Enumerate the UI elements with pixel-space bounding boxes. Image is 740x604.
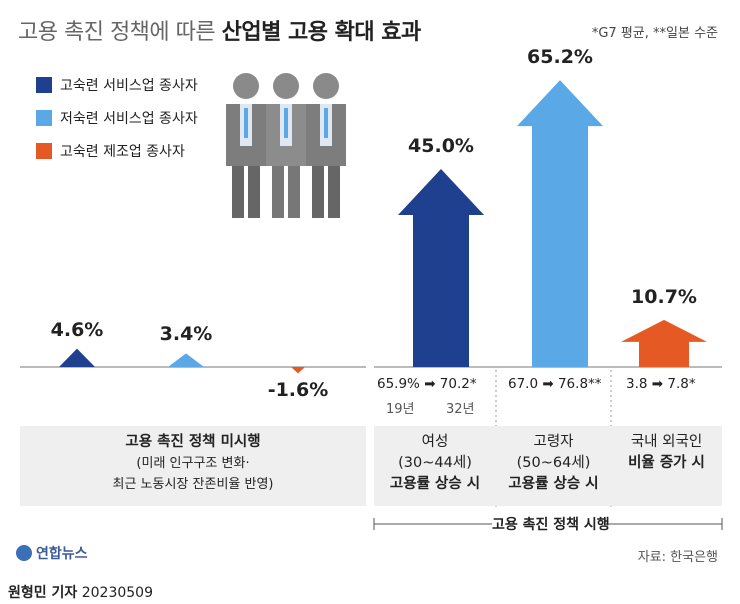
panel-women: 여성 (30~44세) 고용률 상승 시 — [374, 432, 496, 495]
logo-text: 연합뉴스 — [36, 546, 88, 562]
triangle-mark-0 — [59, 348, 95, 367]
panel-foreign-line1: 국내 외국인 — [630, 434, 703, 450]
title-light: 고용 촉진 정책에 따른 — [18, 20, 222, 45]
byline-name: 원형민 기자 — [8, 585, 78, 601]
panel-women-line2: (30~44세) — [398, 455, 472, 471]
title-bold: 산업별 고용 확대 효과 — [221, 20, 422, 45]
data-label-policy-women: 45.0% — [408, 135, 474, 157]
elderly-to: 76.8** — [557, 376, 602, 392]
workers-illustration-icon — [226, 73, 346, 218]
arrow-icon: ➡ — [542, 376, 554, 392]
foreign-from: 3.8 — [626, 376, 648, 392]
panel-no-policy-title: 고용 촉진 정책 미시행 — [125, 434, 261, 450]
legend-item-high-skill-manufacturing: 고숙련 제조업 종사자 — [36, 141, 185, 161]
panel-no-policy: 고용 촉진 정책 미시행 (미래 인구구조 변화· 최근 노동시장 잔존비율 반… — [20, 426, 366, 506]
byline: 원형민 기자 20230509 — [8, 582, 153, 602]
footnote: *G7 평균, **일본 수준 — [591, 26, 718, 41]
data-label-policy-elderly: 65.2% — [527, 46, 593, 69]
legend-item-high-skill-service: 고숙련 서비스업 종사자 — [36, 75, 198, 95]
arrow-mark-1 — [517, 80, 603, 368]
women-to: 70.2* — [439, 376, 477, 392]
data-label-no-policy-high-service: 4.6% — [50, 318, 104, 341]
legend-swatch — [36, 143, 52, 159]
panel-foreign-line2: 비율 증가 시 — [628, 455, 705, 471]
policy-bracket — [373, 518, 723, 530]
foreign-ratio-change: 3.8 ➡ 7.8* — [626, 376, 696, 392]
triangle-mark-2 — [291, 367, 305, 374]
legend-label: 고숙련 서비스업 종사자 — [60, 78, 198, 94]
panel-elderly-line3: 고용률 상승 시 — [508, 476, 599, 492]
legend-swatch — [36, 110, 52, 126]
panel-no-policy-line3: 최근 노동시장 잔존비율 반영) — [112, 477, 274, 492]
panel-no-policy-text: 고용 촉진 정책 미시행 (미래 인구구조 변화· 최근 노동시장 잔존비율 반… — [20, 432, 366, 495]
panel-no-policy-line2: (미래 인구구조 변화· — [136, 456, 250, 471]
legend-label: 저숙련 서비스업 종사자 — [60, 111, 198, 127]
arrow-icon: ➡ — [424, 376, 436, 392]
arrow-mark-2 — [621, 319, 707, 367]
panel-foreign: 국내 외국인 비율 증가 시 — [611, 432, 722, 474]
triangle-mark-1 — [168, 353, 204, 367]
women-year-to: 32년 — [446, 402, 475, 417]
data-label-policy-foreign: 10.7% — [631, 285, 697, 308]
arrow-mark-0 — [398, 169, 484, 367]
foreign-to: 7.8* — [667, 376, 696, 392]
legend-label: 고숙련 제조업 종사자 — [60, 144, 185, 160]
women-employment-change: 65.9% ➡ 70.2* — [377, 376, 477, 392]
legend-swatch — [36, 77, 52, 93]
arrow-icon: ➡ — [651, 376, 664, 392]
chart-title: 고용 촉진 정책에 따른 산업별 고용 확대 효과 — [18, 14, 421, 46]
panel-elderly-line1: 고령자 — [533, 434, 574, 450]
panel-elderly: 고령자 (50~64세) 고용률 상승 시 — [496, 432, 611, 495]
data-label-no-policy-low-service: 3.4% — [159, 323, 213, 346]
elderly-from: 67.0 — [508, 376, 539, 392]
panel-women-line1: 여성 — [421, 434, 449, 450]
panel-policy: 여성 (30~44세) 고용률 상승 시 고령자 (50~64세) 고용률 상승… — [374, 426, 722, 506]
women-year-from: 19년 — [386, 402, 415, 417]
data-label-no-policy-manufacturing: -1.6% — [267, 379, 329, 402]
byline-date: 20230509 — [81, 585, 153, 601]
elderly-employment-change: 67.0 ➡ 76.8** — [508, 376, 602, 392]
logo: 연합뉴스 — [16, 543, 88, 563]
source: 자료: 한국은행 — [637, 550, 718, 565]
policy-label: 고용 촉진 정책 시행 — [492, 517, 610, 533]
women-from: 65.9% — [377, 376, 420, 392]
logo-icon — [16, 545, 32, 561]
legend-item-low-skill-service: 저숙련 서비스업 종사자 — [36, 108, 198, 128]
panel-women-line3: 고용률 상승 시 — [389, 476, 481, 492]
panel-elderly-line2: (50~64세) — [516, 455, 591, 471]
